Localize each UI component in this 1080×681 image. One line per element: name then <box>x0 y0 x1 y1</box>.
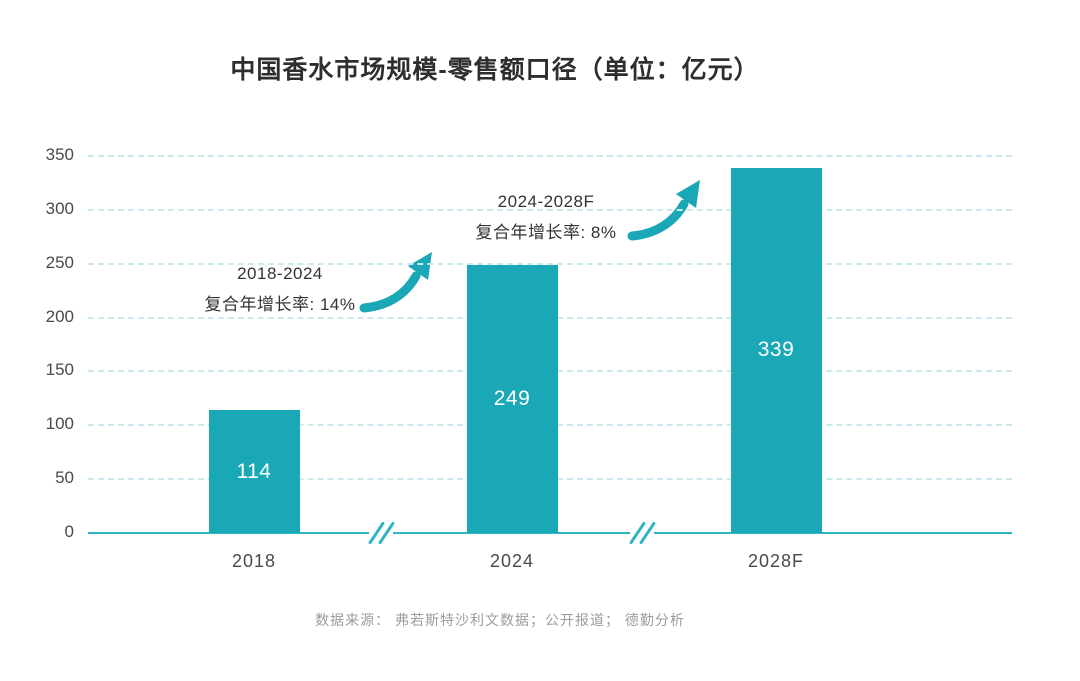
axis-break-icon <box>366 518 396 548</box>
bar-value-label: 114 <box>236 459 272 483</box>
bar-value-label: 249 <box>493 386 531 410</box>
y-axis-tick-label: 200 <box>45 306 74 326</box>
annotation-period-label: 2018-2024 <box>237 264 323 283</box>
gridline <box>88 262 1012 265</box>
x-axis-label: 2024 <box>489 551 535 571</box>
bar-2018: 114 <box>208 410 300 533</box>
annotation-cagr-label: 复合年增长率: 8% <box>475 223 617 242</box>
y-axis-tick-label: 300 <box>45 198 74 218</box>
data-source-note: 数据来源： 弗若斯特沙利文数据；公开报道； 德勤分析 <box>315 612 685 628</box>
y-axis-tick-label: 350 <box>45 145 74 164</box>
bar-2024: 249 <box>466 264 558 533</box>
gridline <box>88 155 1012 157</box>
cagr-annotation-2024-2028: 2024-2028F 复合年增长率: 8% <box>446 186 646 248</box>
annotation-period-label: 2024-2028F <box>497 192 595 211</box>
gridline <box>88 208 1012 211</box>
growth-arrow-icon <box>627 180 700 241</box>
bar-2028F: 339 <box>730 167 822 533</box>
y-axis-tick-label: 50 <box>55 468 74 488</box>
axis-break-icon <box>627 518 657 548</box>
growth-arrow-icon <box>359 252 432 313</box>
cagr-annotation-2018-2024: 2018-2024 复合年增长率: 14% <box>180 258 380 320</box>
bar-value-label: 339 <box>757 338 795 362</box>
annotation-cagr-label: 复合年增长率: 14% <box>204 295 356 314</box>
x-axis-label: 2018 <box>231 551 277 571</box>
x-axis-line <box>88 532 1012 534</box>
chart-title: 中国香水市场规模-零售额口径（单位：亿元） <box>230 56 760 84</box>
y-axis-tick-label: 150 <box>45 360 74 380</box>
y-axis-tick-label: 0 <box>64 522 74 541</box>
y-axis-tick-label: 250 <box>45 252 74 272</box>
x-axis-label: 2028F <box>747 551 805 571</box>
y-axis-tick-label: 100 <box>45 414 74 434</box>
